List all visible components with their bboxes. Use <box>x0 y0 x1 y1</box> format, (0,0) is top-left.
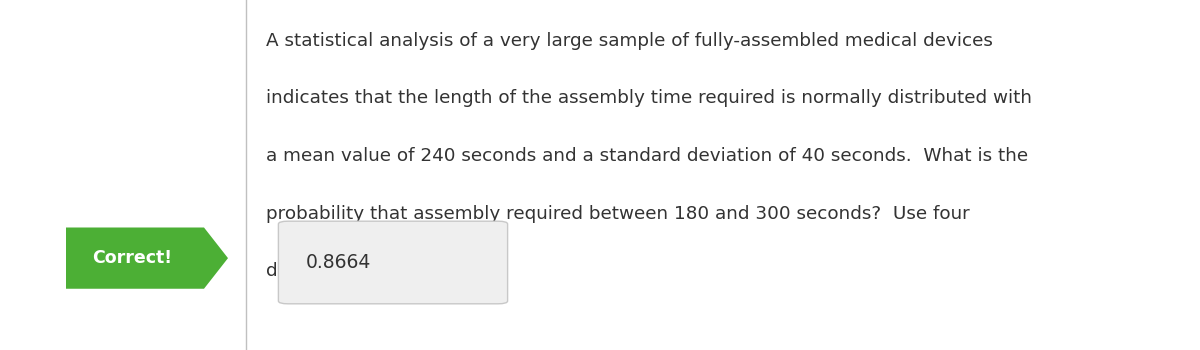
Text: a mean value of 240 seconds and a standard deviation of 40 seconds.  What is the: a mean value of 240 seconds and a standa… <box>266 147 1028 165</box>
Text: decimal places.: decimal places. <box>266 262 409 280</box>
Text: indicates that the length of the assembly time required is normally distributed : indicates that the length of the assembl… <box>266 89 1032 107</box>
Text: 0.8664: 0.8664 <box>306 253 371 272</box>
Text: probability that assembly required between 180 and 300 seconds?  Use four: probability that assembly required betwe… <box>266 205 970 223</box>
Text: A statistical analysis of a very large sample of fully-assembled medical devices: A statistical analysis of a very large s… <box>266 32 994 49</box>
Polygon shape <box>66 228 228 289</box>
Text: Correct!: Correct! <box>92 249 173 267</box>
FancyBboxPatch shape <box>278 221 508 304</box>
